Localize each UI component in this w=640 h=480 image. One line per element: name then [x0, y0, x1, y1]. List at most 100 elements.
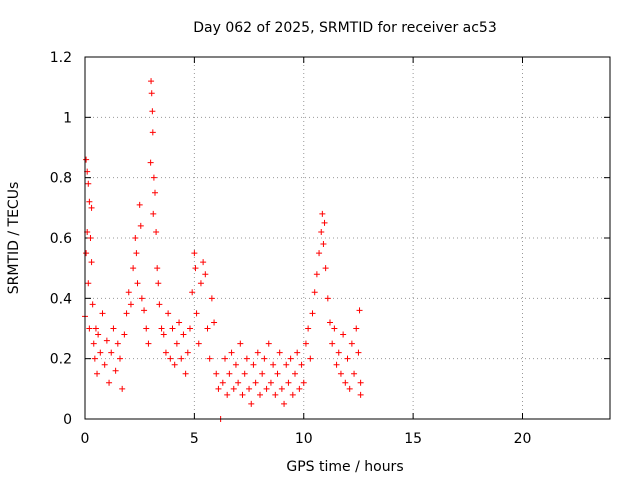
- data-point: [83, 156, 90, 163]
- data-point: [274, 370, 281, 377]
- data-point: [101, 361, 108, 368]
- data-point: [208, 295, 215, 302]
- data-point: [158, 325, 165, 332]
- data-point: [228, 349, 235, 356]
- data-point: [344, 355, 351, 362]
- data-point: [232, 361, 239, 368]
- data-point: [246, 385, 253, 392]
- data-point: [119, 385, 126, 392]
- data-point: [97, 349, 104, 356]
- data-point: [99, 310, 106, 317]
- data-point: [257, 391, 263, 398]
- data-point: [202, 271, 209, 278]
- data-point: [114, 340, 121, 347]
- data-point: [322, 265, 329, 272]
- data-point: [86, 325, 93, 332]
- data-point: [110, 325, 117, 332]
- data-point: [86, 198, 93, 205]
- data-point: [92, 325, 99, 332]
- data-point: [149, 108, 156, 115]
- data-point: [270, 361, 277, 368]
- data-point: [230, 385, 237, 392]
- data-point: [243, 355, 250, 362]
- data-point: [248, 400, 255, 407]
- data-point: [296, 385, 303, 392]
- data-point: [141, 307, 148, 314]
- y-tick-label: 0.8: [50, 171, 72, 187]
- data-point: [160, 331, 167, 338]
- data-point: [226, 370, 233, 377]
- data-point: [154, 265, 161, 272]
- data-point: [155, 280, 162, 287]
- data-point: [321, 219, 328, 226]
- data-point: [189, 289, 196, 296]
- data-point: [302, 340, 309, 347]
- data-point: [169, 325, 176, 332]
- data-point: [313, 271, 320, 278]
- data-point: [127, 301, 134, 308]
- data-point: [123, 310, 130, 317]
- y-tick-label: 1.2: [50, 50, 72, 66]
- data-point: [267, 379, 274, 386]
- data-point: [132, 235, 139, 241]
- data-point: [252, 379, 259, 386]
- data-point: [241, 370, 248, 377]
- data-point: [192, 265, 199, 272]
- data-point: [200, 259, 207, 266]
- data-point: [87, 235, 94, 241]
- data-point: [121, 331, 128, 338]
- data-point: [335, 349, 342, 356]
- data-point: [187, 325, 193, 332]
- data-point: [235, 379, 242, 386]
- data-point: [346, 385, 353, 392]
- data-point: [348, 340, 355, 347]
- data-point: [289, 391, 296, 398]
- x-tick-label: 20: [514, 431, 532, 447]
- data-point: [254, 349, 261, 356]
- data-point: [300, 379, 307, 386]
- data-point: [263, 385, 270, 392]
- data-point: [204, 325, 211, 332]
- data-point: [285, 379, 292, 386]
- data-point: [165, 310, 172, 317]
- data-point: [259, 370, 266, 377]
- x-axis-label: GPS time / hours: [286, 459, 403, 475]
- data-point: [195, 340, 202, 347]
- data-point: [85, 280, 92, 287]
- data-point: [162, 349, 169, 356]
- data-point: [337, 370, 344, 377]
- data-point: [219, 379, 226, 386]
- data-point: [184, 349, 191, 356]
- y-tick-label: 0.2: [50, 352, 72, 368]
- data-point: [237, 340, 244, 347]
- data-point: [309, 310, 316, 317]
- data-point: [88, 204, 95, 211]
- data-point: [311, 289, 318, 296]
- y-tick-label: 1: [63, 110, 72, 126]
- y-tick-label: 0.4: [50, 291, 72, 307]
- axis-ticks: 0 5 10 15 20 0 0.2 0.4 0.6 0.8 1 1.2: [50, 50, 610, 447]
- data-point: [355, 349, 362, 356]
- data-point: [108, 349, 115, 356]
- data-point: [180, 331, 187, 338]
- data-point: [193, 310, 200, 317]
- data-point: [272, 391, 279, 398]
- data-point: [156, 301, 163, 308]
- data-point: [94, 370, 101, 377]
- data-point: [305, 325, 312, 332]
- data-point: [153, 228, 160, 235]
- data-point: [357, 379, 364, 386]
- data-point: [357, 391, 364, 398]
- data-point: [356, 307, 363, 314]
- data-point: [276, 349, 283, 356]
- data-point: [292, 370, 298, 377]
- data-point: [89, 301, 96, 308]
- data-point: [152, 189, 158, 196]
- data-point: [333, 361, 340, 368]
- data-point: [239, 391, 246, 398]
- data-point: [88, 259, 95, 266]
- data-point: [143, 325, 150, 332]
- data-point: [91, 355, 98, 362]
- data-point: [353, 325, 360, 332]
